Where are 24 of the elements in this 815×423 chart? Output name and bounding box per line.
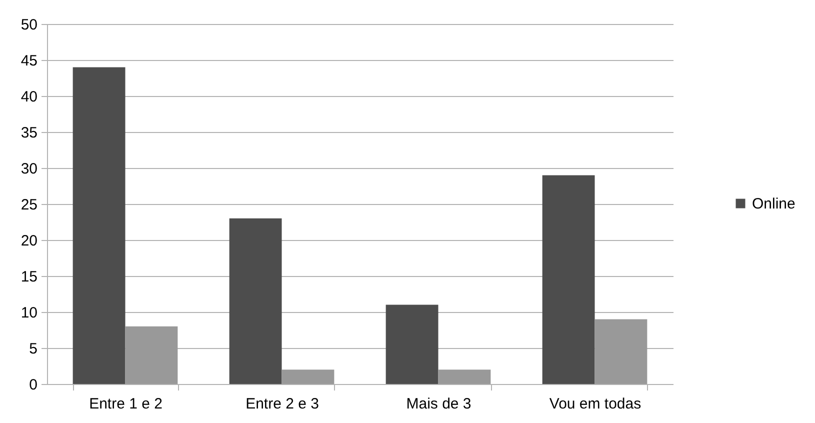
bar	[438, 370, 491, 384]
y-tick-label: 50	[20, 16, 38, 34]
y-tick-label: 30	[20, 160, 38, 178]
x-tick-label: Mais de 3	[406, 396, 472, 412]
y-tick-label: 10	[20, 304, 38, 322]
bar	[125, 326, 178, 384]
bar	[282, 370, 334, 384]
bar	[72, 67, 126, 384]
y-tick-label: 5	[29, 340, 38, 358]
bar	[542, 175, 595, 384]
y-tick-label: 0	[29, 376, 38, 394]
legend-label: Online	[752, 196, 796, 212]
x-tick-label: Vou em todas	[549, 396, 642, 412]
y-tick-label: 45	[20, 52, 38, 70]
x-tick-label: Entre 1 e 2	[89, 396, 162, 412]
y-tick-label: 15	[20, 268, 38, 286]
x-tick-label: Entre 2 e 3	[246, 396, 319, 412]
bar	[386, 304, 438, 384]
bar	[229, 218, 282, 384]
y-tick-label: 40	[20, 88, 38, 106]
y-tick-label: 35	[20, 124, 38, 142]
y-tick-label: 25	[20, 196, 38, 214]
y-tick-label: 20	[20, 232, 38, 250]
bar	[594, 319, 648, 384]
